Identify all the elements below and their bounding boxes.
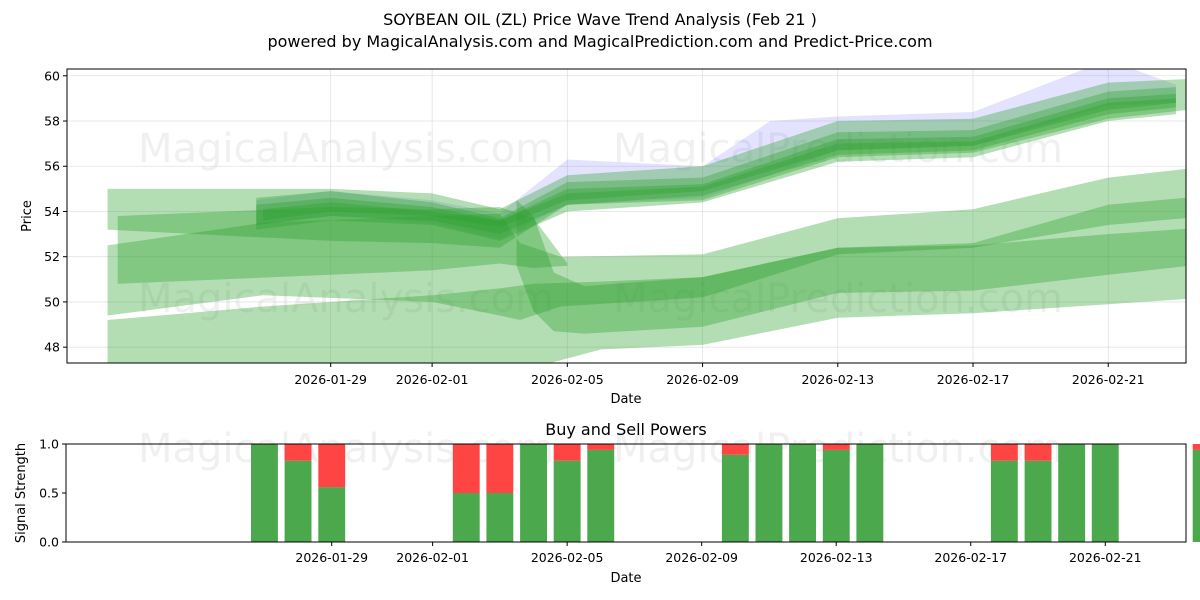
sell-bar-8 bbox=[721, 444, 749, 455]
price-x-tick-label-4: 2026-02-13 bbox=[801, 372, 874, 387]
signal-y-tick-label-1: 0.5 bbox=[39, 486, 59, 501]
price-bands bbox=[107, 69, 1186, 363]
price-panel: 2026-01-29 2026-02-01 2026-02-05 2026-02-09… bbox=[20, 68, 1187, 407]
buy-bar-1 bbox=[284, 460, 312, 542]
buy-bar-14 bbox=[1024, 460, 1052, 542]
price-x-ticks: 2026-01-29 2026-02-01 2026-02-05 2026-02-09… bbox=[294, 363, 1145, 387]
price-x-tick-label-6: 2026-02-21 bbox=[1072, 372, 1145, 387]
price-x-tick-label-3: 2026-02-09 bbox=[666, 372, 739, 387]
buy-bar-12 bbox=[856, 444, 884, 542]
signal-x-tick-label-2: 2026-02-05 bbox=[531, 550, 604, 565]
signal-y-ticks: 0.0 0.5 1.0 bbox=[39, 437, 66, 550]
wave-band-blue-0 bbox=[256, 69, 1176, 239]
sell-bar-3 bbox=[452, 444, 480, 493]
signal-y-tick-label-2: 1.0 bbox=[39, 437, 59, 452]
price-y-tick-label-6: 60 bbox=[44, 68, 60, 83]
sell-bar-1 bbox=[284, 444, 312, 461]
price-x-label: Date bbox=[610, 392, 641, 407]
signal-x-label: Date bbox=[610, 571, 641, 586]
signal-y-label: Signal Strength bbox=[14, 443, 29, 543]
buy-bar-7 bbox=[587, 449, 615, 542]
buy-bar-6 bbox=[553, 460, 581, 542]
buy-bar-5 bbox=[520, 444, 547, 542]
sell-bar-6 bbox=[553, 444, 581, 461]
price-y-tick-label-1: 50 bbox=[44, 294, 60, 309]
watermark-1: MagicalAnalysis.com bbox=[138, 126, 554, 172]
watermark-2: MagicalPrediction.com bbox=[613, 126, 1063, 172]
buy-bar-11 bbox=[822, 449, 850, 542]
sell-bar-7 bbox=[587, 444, 615, 450]
price-y-tick-label-3: 54 bbox=[44, 204, 60, 219]
sell-bar-2 bbox=[318, 444, 346, 488]
price-axes-frame bbox=[66, 68, 1187, 364]
wave-band-green-8 bbox=[516, 200, 1186, 334]
buy-bar-17 bbox=[1192, 449, 1200, 542]
signal-y-tick-label-0: 0.0 bbox=[39, 535, 59, 550]
sell-bar-17 bbox=[1192, 444, 1200, 450]
sell-bar-14 bbox=[1024, 444, 1052, 461]
signal-panel: Buy and Sell Powers 2026-01-29 2026-02-01… bbox=[14, 420, 1200, 586]
signal-x-tick-label-3: 2026-02-09 bbox=[665, 550, 738, 565]
price-grid bbox=[67, 69, 1186, 363]
price-x-tick-label-2: 2026-02-05 bbox=[531, 372, 604, 387]
chart-subtitle: powered by MagicalAnalysis.com and Magic… bbox=[267, 32, 932, 51]
price-x-tick-label-0: 2026-01-29 bbox=[294, 372, 367, 387]
signal-x-tick-label-4: 2026-02-13 bbox=[800, 550, 873, 565]
wave-band-green-5 bbox=[117, 207, 568, 284]
price-y-tick-label-4: 56 bbox=[44, 159, 60, 174]
buy-bar-10 bbox=[789, 444, 816, 542]
price-y-label: Price bbox=[20, 200, 35, 232]
signal-x-tick-label-0: 2026-01-29 bbox=[295, 550, 368, 565]
wave-band-green-3 bbox=[256, 93, 1176, 235]
watermark-3: MagicalAnalysis.com bbox=[138, 276, 554, 322]
buy-bar-16 bbox=[1091, 444, 1119, 542]
chart-title: SOYBEAN OIL (ZL) Price Wave Trend Analys… bbox=[383, 10, 817, 29]
buy-bar-9 bbox=[755, 444, 783, 542]
buy-bar-13 bbox=[990, 460, 1018, 542]
buy-bar-2 bbox=[318, 487, 346, 542]
signal-bars bbox=[251, 444, 1200, 542]
watermark-4: MagicalPrediction.com bbox=[613, 276, 1063, 322]
wave-band-green-2 bbox=[256, 87, 1176, 241]
wave-band-green-1 bbox=[107, 79, 1186, 248]
buy-bar-4 bbox=[486, 493, 514, 542]
watermark-5: MagicalAnalysis.com bbox=[138, 426, 554, 472]
wave-band-green-4 bbox=[263, 98, 1176, 228]
wave-band-green-6 bbox=[107, 168, 1186, 320]
price-y-ticks: 48 50 52 54 56 58 60 bbox=[44, 68, 67, 355]
buy-bar-8 bbox=[721, 454, 749, 542]
signal-x-tick-label-5: 2026-02-17 bbox=[934, 550, 1007, 565]
price-x-tick-label-1: 2026-02-01 bbox=[396, 372, 469, 387]
signal-x-ticks: 2026-01-29 2026-02-01 2026-02-05 2026-02-09… bbox=[295, 542, 1142, 565]
sell-bar-11 bbox=[822, 444, 850, 450]
signal-x-tick-label-6: 2026-02-21 bbox=[1069, 550, 1142, 565]
price-y-tick-label-2: 52 bbox=[44, 249, 60, 264]
price-x-tick-label-5: 2026-02-17 bbox=[937, 372, 1010, 387]
price-y-tick-label-5: 58 bbox=[44, 114, 60, 129]
signal-x-tick-label-1: 2026-02-01 bbox=[396, 550, 469, 565]
signal-title: Buy and Sell Powers bbox=[545, 420, 707, 439]
buy-bar-0 bbox=[251, 444, 278, 542]
buy-bar-3 bbox=[452, 493, 480, 542]
sell-bar-4 bbox=[486, 444, 514, 493]
price-y-tick-label-0: 48 bbox=[44, 340, 60, 355]
sell-bar-13 bbox=[990, 444, 1018, 461]
wave-band-green-7 bbox=[107, 197, 1186, 363]
buy-bar-15 bbox=[1058, 444, 1086, 542]
